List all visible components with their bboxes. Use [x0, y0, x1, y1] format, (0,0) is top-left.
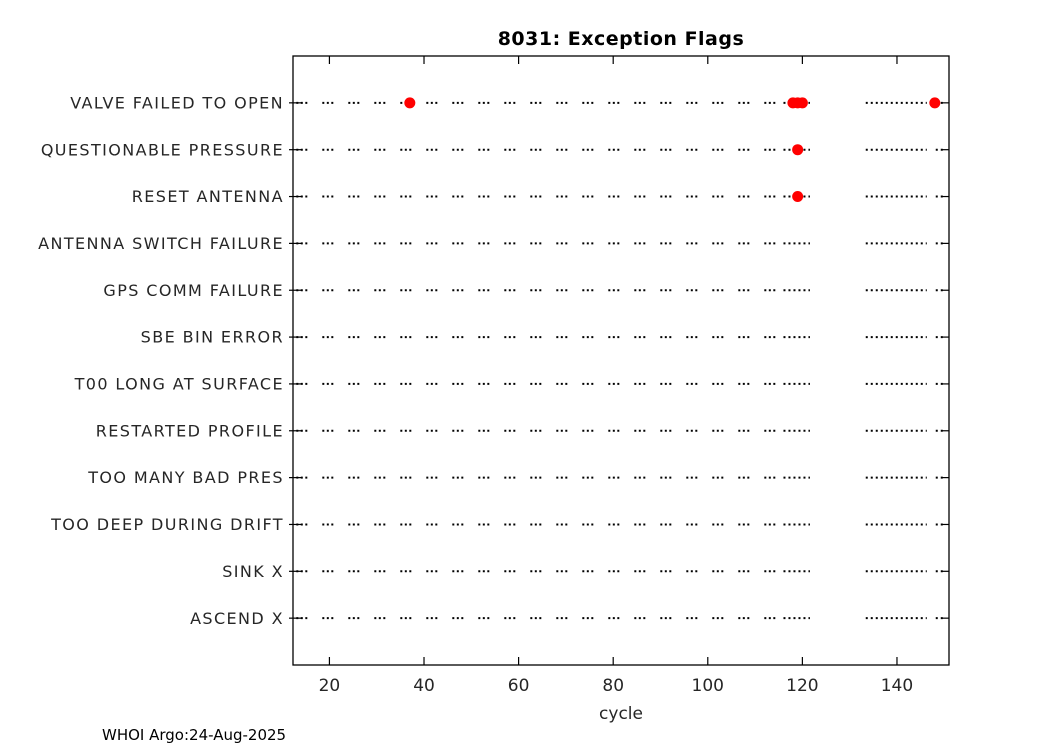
y-category-label: RESET ANTENNA: [132, 187, 284, 206]
y-category-label: VALVE FAILED TO OPEN: [70, 93, 284, 112]
y-category-label: SBE BIN ERROR: [141, 328, 284, 347]
y-category-label: TOO DEEP DURING DRIFT: [50, 515, 284, 534]
y-category-label: SINK X: [222, 562, 284, 581]
x-tick-label: 40: [413, 676, 435, 696]
footer-credit: WHOI Argo:24-Aug-2025: [102, 726, 287, 744]
exception-dot: [929, 97, 941, 109]
y-category-label: ANTENNA SWITCH FAILURE: [38, 234, 284, 253]
chart-title: 8031: Exception Flags: [497, 28, 745, 50]
x-tick-label: 120: [786, 676, 818, 696]
y-category-label: RESTARTED PROFILE: [96, 421, 284, 440]
y-category-label: QUESTIONABLE PRESSURE: [41, 140, 284, 159]
x-tick-label: 60: [508, 676, 530, 696]
exception-dot: [404, 97, 416, 109]
exception-dot: [792, 144, 804, 156]
x-tick-label: 140: [881, 676, 913, 696]
y-category-label: TOO MANY BAD PRES: [87, 468, 284, 487]
x-tick-label: 80: [602, 676, 624, 696]
x-tick-label: 20: [319, 676, 341, 696]
axes-box: [292, 55, 950, 666]
x-tick-label: 100: [692, 676, 724, 696]
exception-dot: [796, 97, 808, 109]
x-axis-label: cycle: [599, 704, 643, 724]
y-category-label: T00 LONG AT SURFACE: [74, 375, 284, 394]
y-category-label: ASCEND X: [190, 609, 284, 628]
exception-dot: [792, 191, 804, 203]
y-category-label: GPS COMM FAILURE: [103, 281, 284, 300]
